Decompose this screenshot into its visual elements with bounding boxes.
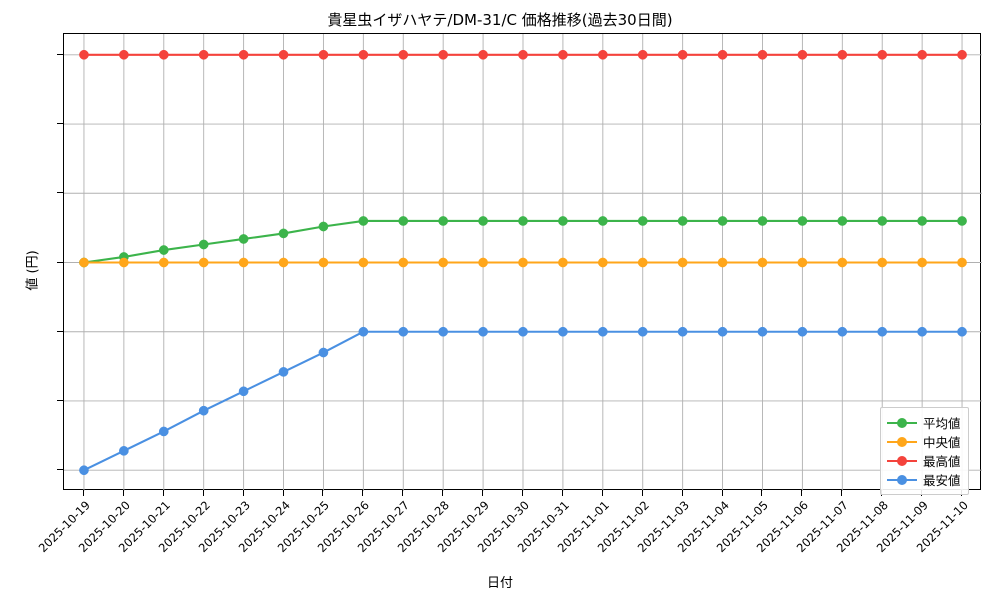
series-2 xyxy=(79,49,967,60)
x-tick-mark xyxy=(282,490,284,496)
legend-item-0[interactable]: 平均値 xyxy=(887,413,961,432)
x-tick-mark xyxy=(202,490,204,496)
x-tick-mark xyxy=(681,490,683,496)
x-tick-mark xyxy=(561,490,563,496)
legend-swatch-icon xyxy=(887,474,917,486)
x-tick-mark xyxy=(402,490,404,496)
y-tick-mark xyxy=(57,123,63,124)
legend-label: 平均値 xyxy=(923,416,961,431)
chart-legend: 平均値中央値最高値最安値 xyxy=(880,407,969,495)
x-tick-mark xyxy=(761,490,763,496)
legend-swatch-icon xyxy=(887,417,917,429)
y-axis-label: 値 (円) xyxy=(25,250,41,291)
y-tick-mark xyxy=(57,399,63,401)
x-tick-mark xyxy=(721,490,723,496)
chart-title: 貴星虫イザハヤテ/DM-31/C 価格推移(過去30日間) xyxy=(327,11,673,29)
x-tick-mark xyxy=(82,490,84,496)
y-tick-mark xyxy=(57,261,63,263)
y-tick-mark xyxy=(57,192,63,194)
legend-label: 最安値 xyxy=(923,473,961,488)
y-tick-mark xyxy=(57,469,63,471)
x-tick-mark xyxy=(362,490,364,496)
x-axis-label: 日付 xyxy=(486,576,513,591)
x-tick-mark xyxy=(801,490,803,496)
legend-item-1[interactable]: 中央値 xyxy=(887,432,961,451)
x-tick-mark xyxy=(162,490,164,496)
legend-label: 最高値 xyxy=(923,454,961,469)
x-tick-mark xyxy=(641,490,643,496)
x-tick-mark xyxy=(482,490,484,496)
legend-item-3[interactable]: 最安値 xyxy=(887,470,961,489)
x-tick-mark xyxy=(841,490,843,496)
x-tick-mark xyxy=(522,490,523,496)
x-tick-mark xyxy=(601,490,603,496)
x-tick-mark xyxy=(322,490,324,496)
x-tick-mark xyxy=(242,490,244,496)
series-3 xyxy=(79,326,967,476)
series-0 xyxy=(79,216,967,268)
plot-area xyxy=(63,33,982,491)
y-tick-mark xyxy=(57,330,63,332)
x-tick-mark xyxy=(122,490,124,496)
y-tick-mark xyxy=(57,53,63,55)
x-tick-mark xyxy=(442,490,444,496)
plot-canvas xyxy=(64,34,982,491)
legend-swatch-icon xyxy=(887,455,917,467)
legend-label: 中央値 xyxy=(923,435,961,450)
legend-swatch-icon xyxy=(887,436,917,448)
series-1 xyxy=(79,257,967,268)
legend-item-2[interactable]: 最高値 xyxy=(887,451,961,470)
